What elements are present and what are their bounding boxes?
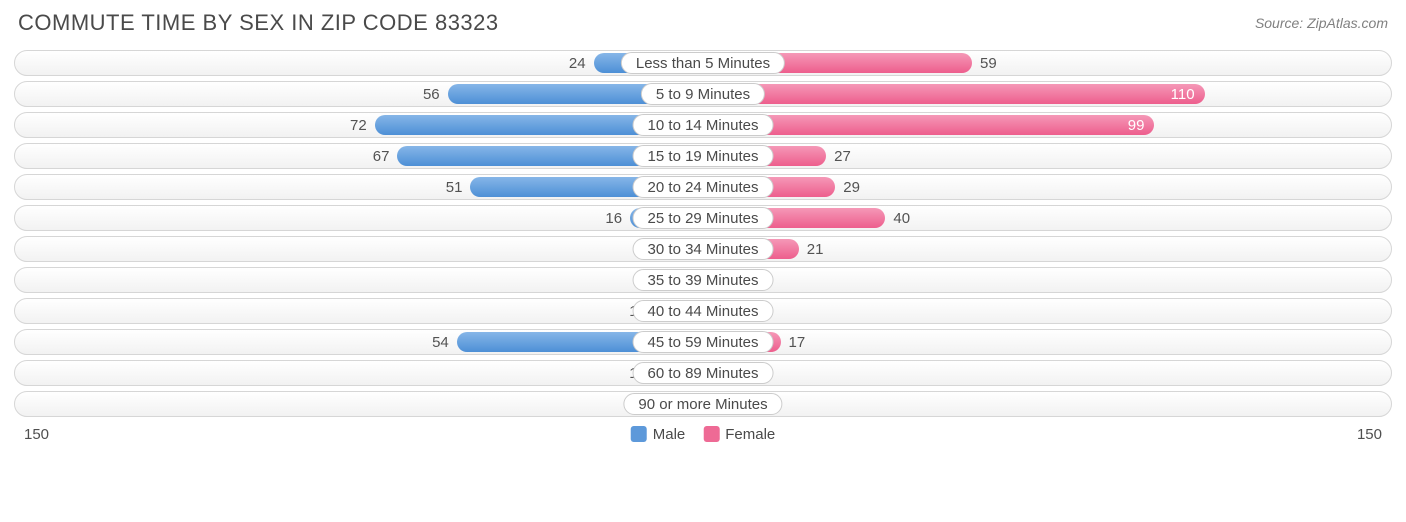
female-half: 110 (703, 84, 1387, 104)
chart-title: COMMUTE TIME BY SEX IN ZIP CODE 83323 (18, 10, 499, 36)
axis-max-left: 150 (24, 426, 49, 443)
female-half: 0 (703, 270, 1387, 290)
category-label: 35 to 39 Minutes (633, 269, 774, 291)
female-half: 0 (703, 301, 1387, 321)
male-value: 16 (597, 210, 630, 227)
male-half: 0 (19, 394, 703, 414)
male-half: 0 (19, 270, 703, 290)
category-label: 30 to 34 Minutes (633, 238, 774, 260)
male-half: 72 (19, 115, 703, 135)
chart-container: COMMUTE TIME BY SEX IN ZIP CODE 83323 So… (0, 0, 1406, 522)
chart-row: 0035 to 39 Minutes (14, 267, 1392, 293)
chart-row: 11040 to 44 Minutes (14, 298, 1392, 324)
female-value: 99 (1118, 117, 1155, 134)
chart-legend: Male Female (631, 426, 776, 443)
category-label: 25 to 29 Minutes (633, 207, 774, 229)
chart-row: 6 21 30 to 34 Minutes (14, 236, 1392, 262)
category-label: 15 to 19 Minutes (633, 145, 774, 167)
male-value: 67 (365, 148, 398, 165)
legend-swatch (631, 426, 647, 442)
female-half: 0 (703, 394, 1387, 414)
female-half: 40 (703, 208, 1387, 228)
male-half: 11 (19, 301, 703, 321)
axis-max-right: 150 (1357, 426, 1382, 443)
male-value: 54 (424, 334, 457, 351)
legend-label: Female (725, 426, 775, 443)
male-half: 54 (19, 332, 703, 352)
male-half: 67 (19, 146, 703, 166)
female-bar: 110 (703, 84, 1205, 104)
chart-source: Source: ZipAtlas.com (1255, 15, 1388, 31)
chart-footer: 150 Male Female 150 (14, 423, 1392, 445)
female-half: 99 (703, 115, 1387, 135)
female-value: 59 (972, 55, 1005, 72)
female-half: 17 (703, 332, 1387, 352)
chart-row: 54 17 45 to 59 Minutes (14, 329, 1392, 355)
chart-row: 56 110 5 to 9 Minutes (14, 81, 1392, 107)
legend-swatch (703, 426, 719, 442)
category-label: 60 to 89 Minutes (633, 362, 774, 384)
male-half: 51 (19, 177, 703, 197)
male-half: 11 (19, 363, 703, 383)
chart-row: 24 59 Less than 5 Minutes (14, 50, 1392, 76)
male-half: 24 (19, 53, 703, 73)
female-half: 0 (703, 363, 1387, 383)
category-label: 40 to 44 Minutes (633, 300, 774, 322)
category-label: 5 to 9 Minutes (641, 83, 765, 105)
female-half: 21 (703, 239, 1387, 259)
male-half: 56 (19, 84, 703, 104)
female-value: 21 (799, 241, 832, 258)
female-value: 17 (781, 334, 814, 351)
legend-label: Male (653, 426, 686, 443)
female-half: 29 (703, 177, 1387, 197)
category-label: 20 to 24 Minutes (633, 176, 774, 198)
male-half: 6 (19, 239, 703, 259)
category-label: 90 or more Minutes (623, 393, 782, 415)
male-value: 24 (561, 55, 594, 72)
male-half: 16 (19, 208, 703, 228)
female-value: 40 (885, 210, 918, 227)
chart-row: 67 27 15 to 19 Minutes (14, 143, 1392, 169)
chart-row: 0090 or more Minutes (14, 391, 1392, 417)
legend-item: Male (631, 426, 686, 443)
male-value: 51 (438, 179, 471, 196)
chart-header: COMMUTE TIME BY SEX IN ZIP CODE 83323 So… (14, 10, 1392, 36)
male-value: 56 (415, 86, 448, 103)
male-value: 72 (342, 117, 375, 134)
legend-item: Female (703, 426, 775, 443)
female-value: 110 (1161, 86, 1205, 103)
chart-rows: 2459Less than 5 Minutes561105 to 9 Minut… (14, 50, 1392, 417)
female-half: 27 (703, 146, 1387, 166)
category-label: 10 to 14 Minutes (633, 114, 774, 136)
category-label: Less than 5 Minutes (621, 52, 785, 74)
chart-row: 16 40 25 to 29 Minutes (14, 205, 1392, 231)
female-value: 27 (826, 148, 859, 165)
category-label: 45 to 59 Minutes (633, 331, 774, 353)
female-value: 29 (835, 179, 868, 196)
chart-row: 51 29 20 to 24 Minutes (14, 174, 1392, 200)
female-half: 59 (703, 53, 1387, 73)
chart-row: 72 99 10 to 14 Minutes (14, 112, 1392, 138)
chart-row: 11060 to 89 Minutes (14, 360, 1392, 386)
